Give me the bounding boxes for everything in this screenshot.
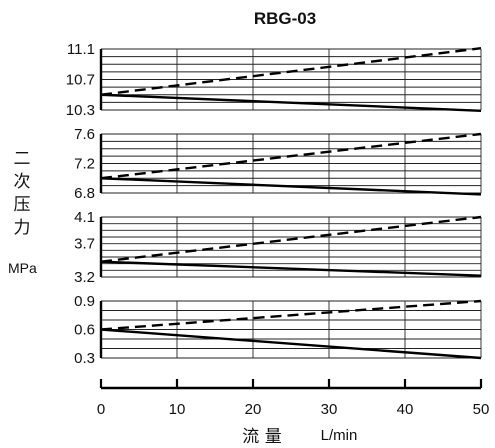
series-dashed-line [100, 215, 482, 263]
series-dashed-line [100, 299, 482, 331]
series-solid-line [100, 260, 482, 277]
y-axis-label-char: 力 [14, 218, 31, 238]
x-axis-label: 流 量 [242, 427, 281, 447]
x-tick-label: 0 [97, 401, 105, 418]
y-axis-label-char: 次 [14, 172, 31, 192]
panel-4: 0.3 0.6 0.9 [74, 293, 482, 367]
y-axis-unit: MPa [8, 260, 37, 276]
y-tick-label: 0.9 [74, 293, 95, 310]
panel-3: 3.2 3.7 4.1 [74, 209, 482, 286]
y-tick-label: 0.3 [74, 350, 95, 367]
series-dashed-line [100, 132, 482, 180]
x-tick-label: 20 [245, 401, 262, 418]
y-tick-label: 6.8 [74, 185, 95, 202]
y-tick-label: 4.1 [74, 209, 95, 226]
x-tick-label: 40 [397, 401, 414, 418]
series-solid-line [100, 93, 482, 112]
panel-2: 6.8 7.2 7.6 [74, 126, 482, 202]
x-tick-label: 30 [321, 401, 338, 418]
y-tick-label: 7.2 [74, 156, 95, 173]
x-tick-label: 50 [473, 401, 490, 418]
series-dashed-line [100, 47, 482, 96]
chart-title: RBG-03 [254, 9, 316, 28]
y-axis-label-char: 二 [14, 149, 31, 169]
x-tick-label: 10 [169, 401, 186, 418]
x-axis-unit: L/min [321, 427, 358, 444]
y-tick-label: 3.2 [74, 269, 95, 286]
y-tick-label: 10.3 [66, 102, 95, 119]
y-tick-label: 11.1 [67, 41, 95, 58]
y-tick-label: 7.6 [74, 126, 95, 143]
y-tick-label: 3.7 [74, 236, 95, 253]
y-tick-label: 10.7 [66, 72, 95, 89]
y-tick-label: 0.6 [74, 322, 95, 339]
x-axis: 0 10 20 30 40 50 [97, 379, 490, 418]
chart-panels: 10.3 10.7 11.1 6.8 7.2 7.6 3.2 3.7 4.1 0.3 0.6 0.9 [66, 41, 482, 367]
y-axis-label-char: 压 [14, 195, 31, 215]
panel-1: 10.3 10.7 11.1 [66, 41, 482, 119]
series-solid-line [100, 328, 482, 360]
series-solid-line [100, 177, 482, 196]
